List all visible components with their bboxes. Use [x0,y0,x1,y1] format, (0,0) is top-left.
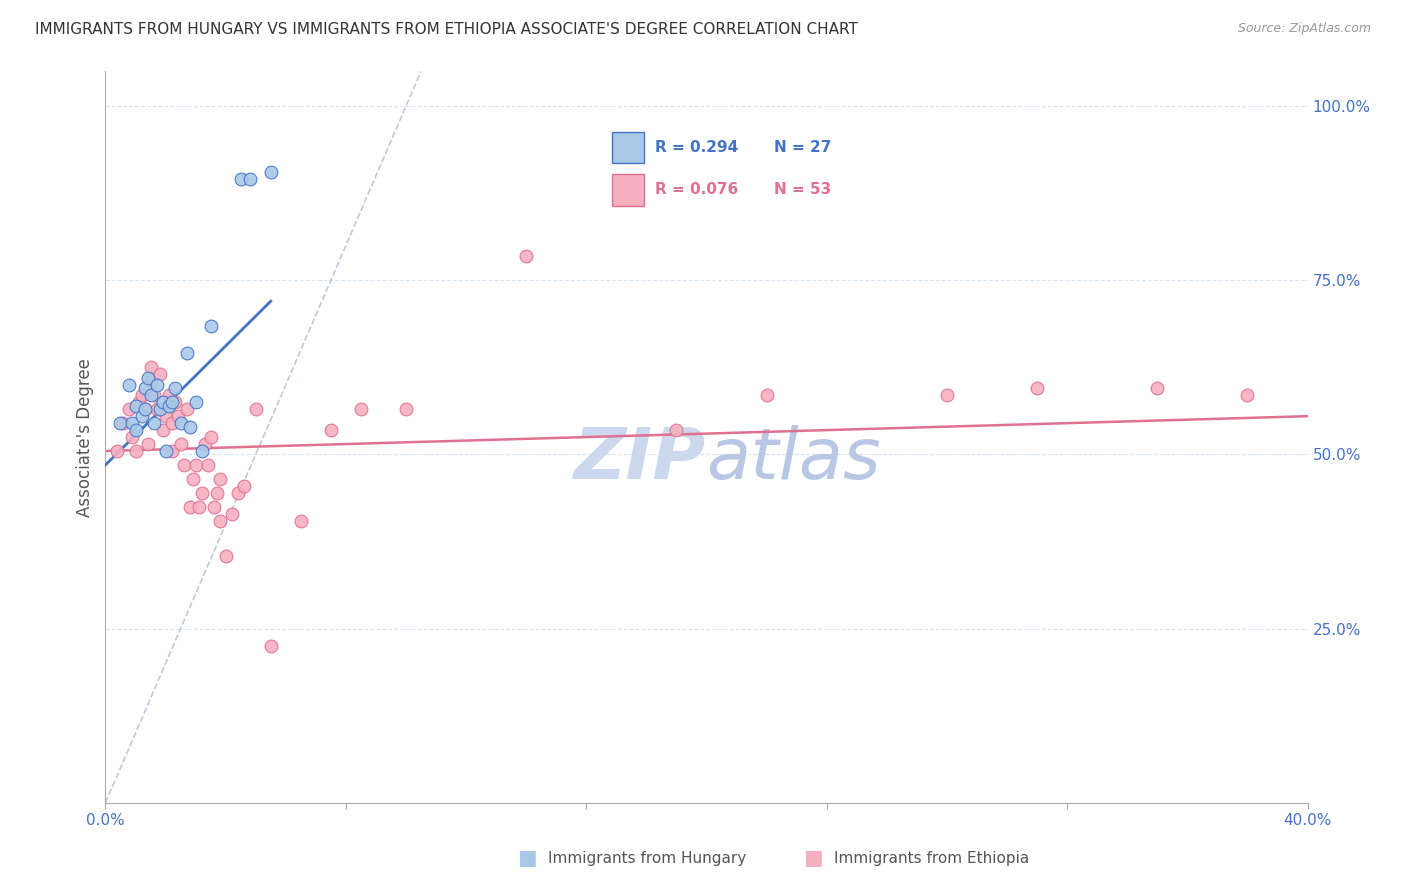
Point [197,458,219,472]
Point [319,423,342,437]
Point [124,399,146,413]
Point [290,514,312,528]
Point [187,500,209,514]
Point [121,430,143,444]
Point [136,437,159,451]
Bar [612,174,644,206]
Bar [612,132,644,163]
Text: ■: ■ [517,848,537,868]
Point [239,172,262,186]
Point [118,377,141,392]
Point [112,416,135,430]
Text: Source: ZipAtlas.com: Source: ZipAtlas.com [1237,22,1371,36]
Text: IMMIGRANTS FROM HUNGARY VS IMMIGRANTS FROM ETHIOPIA ASSOCIATE'S DEGREE CORRELATI: IMMIGRANTS FROM HUNGARY VS IMMIGRANTS FR… [35,22,858,37]
Point [214,549,236,563]
Point [1236,388,1258,402]
Text: ZIP: ZIP [574,425,707,493]
Point [232,479,254,493]
Point [121,416,143,430]
Point [200,430,222,444]
Point [176,346,198,360]
Text: Immigrants from Hungary: Immigrants from Hungary [548,851,747,865]
Point [134,381,156,395]
Text: N = 27: N = 27 [773,140,831,155]
Point [118,402,141,417]
Point [142,416,165,430]
Point [169,437,191,451]
Point [190,485,212,500]
Point [139,375,162,389]
Point [139,388,162,402]
Text: R = 0.076: R = 0.076 [655,183,738,197]
Point [148,402,170,417]
Point [208,472,231,486]
Point [173,458,195,472]
Point [1146,381,1168,395]
Point [226,485,249,500]
Y-axis label: Associate's Degree: Associate's Degree [76,358,94,516]
Point [142,388,165,402]
Point [145,402,167,417]
Point [152,395,174,409]
Text: ■: ■ [803,848,823,868]
Text: N = 53: N = 53 [773,183,831,197]
Point [160,444,183,458]
Point [157,388,180,402]
Point [124,423,146,437]
Text: R = 0.294: R = 0.294 [655,140,738,155]
Text: atlas: atlas [707,425,882,493]
Point [190,444,212,458]
Point [128,395,150,409]
Point [181,472,204,486]
Point [145,377,167,392]
Point [179,419,201,434]
Point [107,444,129,458]
Point [515,249,537,263]
Point [350,402,373,417]
Point [208,514,231,528]
Point [163,395,186,409]
Point [245,402,267,417]
Point [157,399,180,413]
Point [395,402,418,417]
Point [155,409,177,424]
Point [166,409,188,424]
Point [936,388,959,402]
Point [155,444,177,458]
Point [755,388,778,402]
Point [163,381,186,395]
Point [179,500,201,514]
Point [139,360,162,375]
Point [260,165,283,179]
Point [131,409,153,424]
Point [148,368,170,382]
Point [260,639,283,653]
Point [124,444,146,458]
Point [152,423,174,437]
Point [131,388,153,402]
Point [134,402,156,417]
Point [160,395,183,409]
Point [202,500,225,514]
Point [176,402,198,417]
Point [134,402,156,417]
Point [184,458,207,472]
Point [169,416,191,430]
Point [229,172,252,186]
Point [184,395,207,409]
Point [221,507,243,521]
Point [110,416,132,430]
Text: Immigrants from Ethiopia: Immigrants from Ethiopia [834,851,1029,865]
Point [194,437,217,451]
Point [136,371,159,385]
Point [205,485,228,500]
Point [200,318,222,333]
Point [160,416,183,430]
Point [665,423,688,437]
Point [1026,381,1049,395]
